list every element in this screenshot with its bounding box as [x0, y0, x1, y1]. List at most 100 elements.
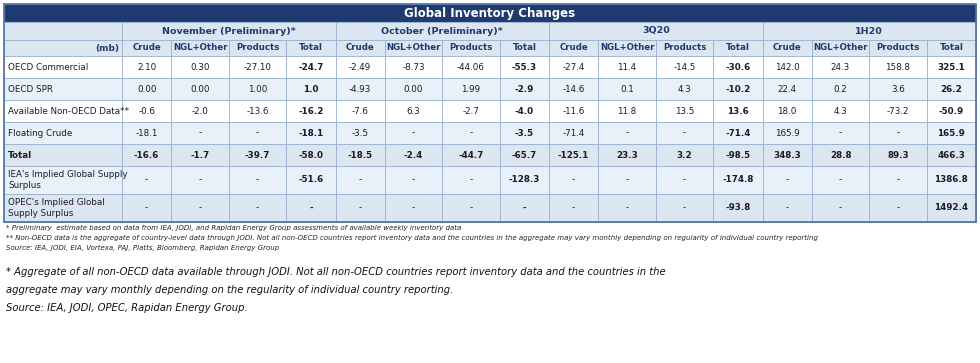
- Text: -14.5: -14.5: [673, 62, 696, 72]
- Bar: [927, 100, 976, 122]
- Bar: [4, 4, 976, 222]
- Bar: [335, 144, 385, 166]
- Text: -58.0: -58.0: [298, 151, 323, 159]
- Bar: [598, 100, 656, 122]
- Bar: [713, 194, 762, 222]
- Text: -: -: [412, 129, 416, 138]
- Text: -16.6: -16.6: [134, 151, 160, 159]
- Bar: [927, 56, 976, 78]
- Bar: [4, 78, 122, 100]
- Text: Floating Crude: Floating Crude: [8, 129, 73, 138]
- Bar: [656, 100, 713, 122]
- Text: 165.9: 165.9: [938, 129, 965, 138]
- Text: -18.1: -18.1: [135, 129, 158, 138]
- Bar: [442, 40, 500, 56]
- Bar: [869, 78, 927, 100]
- Text: Products: Products: [662, 44, 707, 53]
- Text: -: -: [412, 204, 416, 212]
- Bar: [500, 56, 549, 78]
- Bar: [927, 194, 976, 222]
- Bar: [172, 100, 228, 122]
- Bar: [286, 144, 335, 166]
- Text: -18.1: -18.1: [298, 129, 323, 138]
- Text: -44.06: -44.06: [457, 62, 485, 72]
- Text: -: -: [683, 204, 686, 212]
- Text: 1.0: 1.0: [303, 85, 318, 94]
- Bar: [869, 166, 927, 194]
- Bar: [598, 194, 656, 222]
- Bar: [713, 78, 762, 100]
- Text: -: -: [897, 175, 900, 184]
- Text: 13.6: 13.6: [727, 106, 749, 115]
- Text: -: -: [412, 175, 416, 184]
- Bar: [335, 166, 385, 194]
- Bar: [811, 194, 869, 222]
- Text: -: -: [625, 129, 628, 138]
- Text: -4.93: -4.93: [349, 85, 371, 94]
- Text: -: -: [839, 129, 842, 138]
- Text: -174.8: -174.8: [722, 175, 754, 184]
- Text: -2.49: -2.49: [349, 62, 371, 72]
- Text: Products: Products: [449, 44, 493, 53]
- Text: Crude: Crude: [560, 44, 588, 53]
- Text: -71.4: -71.4: [563, 129, 585, 138]
- Text: -: -: [683, 129, 686, 138]
- Bar: [4, 22, 122, 40]
- Bar: [172, 56, 228, 78]
- Text: -: -: [198, 129, 202, 138]
- Text: -: -: [359, 175, 362, 184]
- Bar: [442, 122, 500, 144]
- Text: -16.2: -16.2: [298, 106, 323, 115]
- Text: 3.2: 3.2: [676, 151, 692, 159]
- Bar: [549, 40, 598, 56]
- Bar: [286, 56, 335, 78]
- Text: 325.1: 325.1: [938, 62, 965, 72]
- Text: -73.2: -73.2: [887, 106, 909, 115]
- Text: -: -: [256, 204, 259, 212]
- Bar: [122, 122, 172, 144]
- Bar: [286, 194, 335, 222]
- Text: Crude: Crude: [773, 44, 802, 53]
- Text: aggregate may vary monthly depending on the regularity of individual country rep: aggregate may vary monthly depending on …: [6, 285, 453, 295]
- Text: Total: Total: [726, 44, 750, 53]
- Bar: [869, 56, 927, 78]
- Text: -: -: [839, 204, 842, 212]
- Bar: [713, 56, 762, 78]
- Text: -: -: [683, 175, 686, 184]
- Text: -: -: [625, 175, 628, 184]
- Bar: [927, 144, 976, 166]
- Bar: [811, 40, 869, 56]
- Text: -: -: [572, 175, 575, 184]
- Bar: [500, 122, 549, 144]
- Bar: [228, 56, 286, 78]
- Bar: [762, 40, 811, 56]
- Text: -: -: [897, 204, 900, 212]
- Bar: [228, 122, 286, 144]
- Bar: [4, 122, 122, 144]
- Bar: [549, 78, 598, 100]
- Bar: [598, 144, 656, 166]
- Bar: [549, 166, 598, 194]
- Text: October (Preliminary)*: October (Preliminary)*: [381, 26, 503, 36]
- Bar: [172, 78, 228, 100]
- Bar: [385, 166, 442, 194]
- Bar: [228, 40, 286, 56]
- Bar: [549, 22, 762, 40]
- Text: 1H20: 1H20: [856, 26, 883, 36]
- Text: 158.8: 158.8: [886, 62, 910, 72]
- Text: -: -: [469, 129, 472, 138]
- Bar: [385, 40, 442, 56]
- Text: -: -: [522, 204, 526, 212]
- Bar: [172, 122, 228, 144]
- Bar: [656, 194, 713, 222]
- Bar: [713, 40, 762, 56]
- Bar: [869, 194, 927, 222]
- Text: OPEC's Implied Global
Supply Surplus: OPEC's Implied Global Supply Surplus: [8, 198, 105, 218]
- Text: -: -: [839, 175, 842, 184]
- Bar: [927, 122, 976, 144]
- Text: 142.0: 142.0: [775, 62, 800, 72]
- Text: Available Non-OECD Data**: Available Non-OECD Data**: [8, 106, 129, 115]
- Bar: [228, 100, 286, 122]
- Text: -71.4: -71.4: [725, 129, 751, 138]
- Text: 0.30: 0.30: [190, 62, 210, 72]
